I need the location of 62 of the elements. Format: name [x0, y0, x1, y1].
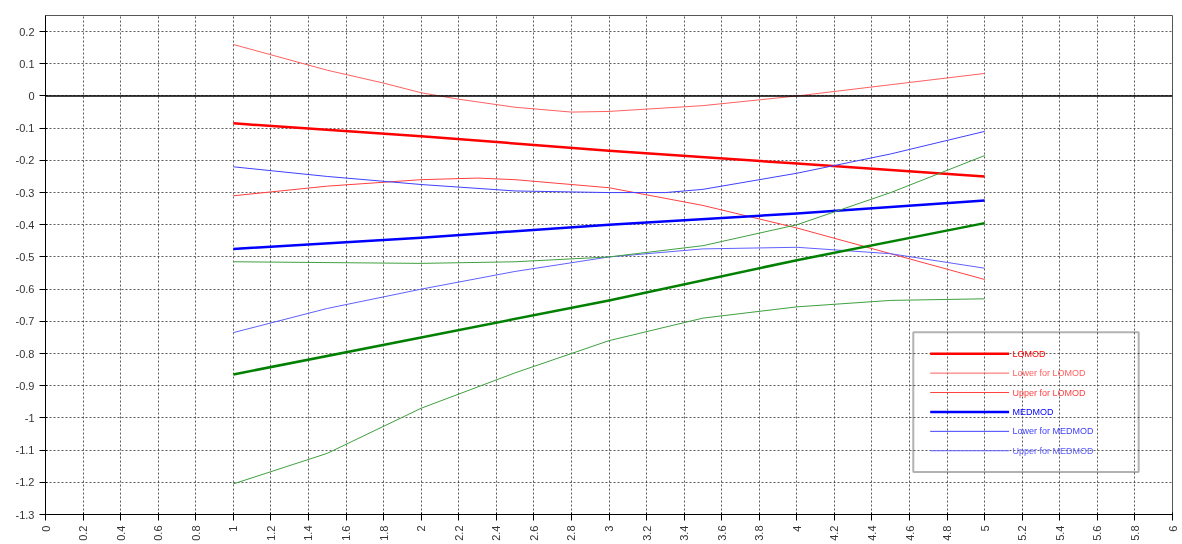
- y-tick-label: 0.2: [19, 25, 35, 38]
- x-tick-label: 1.4: [302, 525, 315, 541]
- y-tick-label: -0.4: [15, 218, 35, 231]
- y-tick-label: -0.6: [15, 283, 35, 296]
- y-tick-label: -0.3: [15, 186, 35, 199]
- text: LOMOD: [1012, 348, 1046, 359]
- x-tick-label: 3: [603, 525, 615, 532]
- line-series: [232, 177, 986, 280]
- line-series: [232, 155, 986, 264]
- x-tick-label: 0.8: [189, 525, 202, 541]
- y-tick-label: -0.5: [15, 250, 35, 263]
- x-tick-label: 4.4: [865, 525, 878, 541]
- x-tick-label: 4.2: [828, 525, 841, 541]
- x-tick-label: 3.2: [640, 525, 653, 541]
- x-tick-label: 3.6: [715, 525, 728, 541]
- y-tick-label: -1: [24, 411, 35, 424]
- line-series: [232, 246, 986, 334]
- text: Upper for MEDMOD: [1012, 445, 1094, 456]
- x-tick-label: 0.4: [114, 525, 127, 541]
- x-tick-label: 5.2: [1016, 525, 1029, 541]
- line-series: [232, 298, 986, 485]
- x-tick-label: 2.8: [565, 525, 578, 541]
- x-tick-label: 3.4: [678, 525, 691, 541]
- x-tick-label: 2.2: [452, 525, 465, 541]
- y-tick-label: -0.7: [15, 315, 35, 328]
- line-series: [232, 221, 986, 376]
- y-tick-label: -0.8: [15, 347, 35, 360]
- line-series: [232, 199, 986, 251]
- x-tick-label: 6: [1166, 525, 1179, 532]
- text: MEDMOD: [1012, 406, 1054, 417]
- line-series: [232, 130, 986, 194]
- y-tick-label: -1.1: [15, 444, 35, 457]
- x-tick-label: 4.8: [941, 525, 954, 541]
- x-tick-label: 5.6: [1091, 525, 1104, 541]
- y-tick-label: -0.9: [15, 379, 35, 392]
- x-tick-label: 5.4: [1053, 525, 1066, 541]
- x-tick-label: 0.6: [152, 525, 165, 541]
- x-tick-label: 4.6: [903, 525, 916, 541]
- line-series: [232, 122, 986, 178]
- x-tick-label: 5.8: [1128, 525, 1141, 541]
- text: Upper for LOMOD: [1012, 387, 1086, 398]
- x-tick-label: 0.2: [77, 525, 90, 541]
- x-tick-label: 2: [415, 525, 428, 532]
- y-tick-label: -0.1: [15, 122, 35, 135]
- x-tick-label: 1.8: [377, 525, 390, 541]
- y-tick-label: -1.3: [15, 508, 35, 521]
- x-tick-label: 2.6: [527, 525, 540, 541]
- x-tick-label: 2.4: [490, 525, 503, 541]
- text: Lower for MEDMOD: [1012, 426, 1094, 437]
- x-tick-label: 4: [790, 525, 803, 532]
- line-series: [232, 43, 986, 113]
- x-tick-label: 0: [39, 525, 52, 532]
- x-tick-label: 1.2: [264, 525, 277, 541]
- x-tick-label: 1.6: [340, 525, 353, 541]
- x-tick-label: 3.8: [753, 525, 766, 541]
- y-tick-label: -1.2: [15, 476, 35, 489]
- y-tick-label: 0.1: [19, 57, 35, 70]
- y-tick-label: -0.2: [15, 154, 35, 167]
- y-tick-label: 0: [28, 89, 35, 102]
- text: Lower for LOMOD: [1012, 368, 1086, 379]
- x-tick-label: 1: [227, 525, 240, 532]
- x-tick-label: 5: [978, 525, 991, 532]
